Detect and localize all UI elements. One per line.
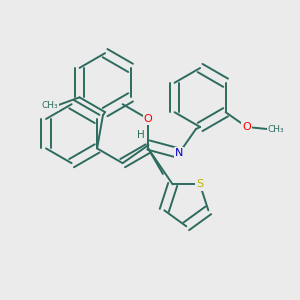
Text: CH₃: CH₃ bbox=[42, 101, 58, 110]
Text: CH₃: CH₃ bbox=[268, 124, 284, 134]
Text: S: S bbox=[196, 179, 203, 189]
Text: N: N bbox=[175, 148, 183, 158]
Text: H: H bbox=[137, 130, 145, 140]
Text: O: O bbox=[144, 114, 152, 124]
Text: O: O bbox=[242, 122, 251, 132]
